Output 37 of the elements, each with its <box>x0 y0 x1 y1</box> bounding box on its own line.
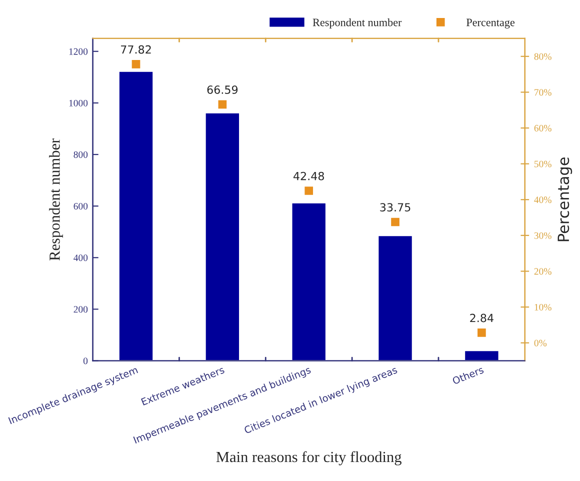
bar <box>464 350 500 361</box>
point <box>132 60 140 68</box>
y2-tick-label: 70% <box>534 89 552 96</box>
data-label: 2.84 <box>470 314 494 322</box>
point <box>478 328 486 337</box>
y2-tick-label: 30% <box>534 232 552 239</box>
point <box>391 218 400 226</box>
y-tick-label: 800 <box>74 151 88 158</box>
y-tick-label: 1200 <box>69 48 88 55</box>
y2-tick-label: 10% <box>534 304 552 311</box>
data-label: 77.82 <box>121 45 151 54</box>
data-label: 33.75 <box>380 203 410 212</box>
point <box>304 186 314 195</box>
y-tick-label: 0 <box>83 358 88 364</box>
point <box>218 100 227 109</box>
y-tick-label: 400 <box>74 254 88 262</box>
y2-tick-label: 50% <box>534 160 552 168</box>
bar <box>204 112 240 361</box>
data-label: 66.59 <box>207 86 238 94</box>
x-tick-label: Others <box>452 366 484 385</box>
legend-label: Percentage <box>466 18 515 28</box>
bar <box>290 202 327 361</box>
legend-label: Respondent number <box>312 18 402 28</box>
y2-axis-title: Percentage <box>558 157 572 242</box>
y-tick-label: 600 <box>74 202 88 210</box>
y2-tick-label: 40% <box>534 196 552 204</box>
x-axis-title: Main reasons for city flooding <box>216 451 402 466</box>
y2-tick-label: 60% <box>534 124 552 132</box>
y-tick-label: 200 <box>74 306 88 313</box>
bar <box>118 70 154 361</box>
y2-tick-label: 0% <box>534 340 547 346</box>
bar <box>377 234 414 361</box>
y-axis-title: Respondent number <box>49 138 63 260</box>
y-tick-label: 1000 <box>69 100 88 106</box>
data-label: 42.48 <box>293 172 324 180</box>
y2-tick-label: 20% <box>534 268 552 275</box>
y2-tick-label: 80% <box>534 53 552 60</box>
